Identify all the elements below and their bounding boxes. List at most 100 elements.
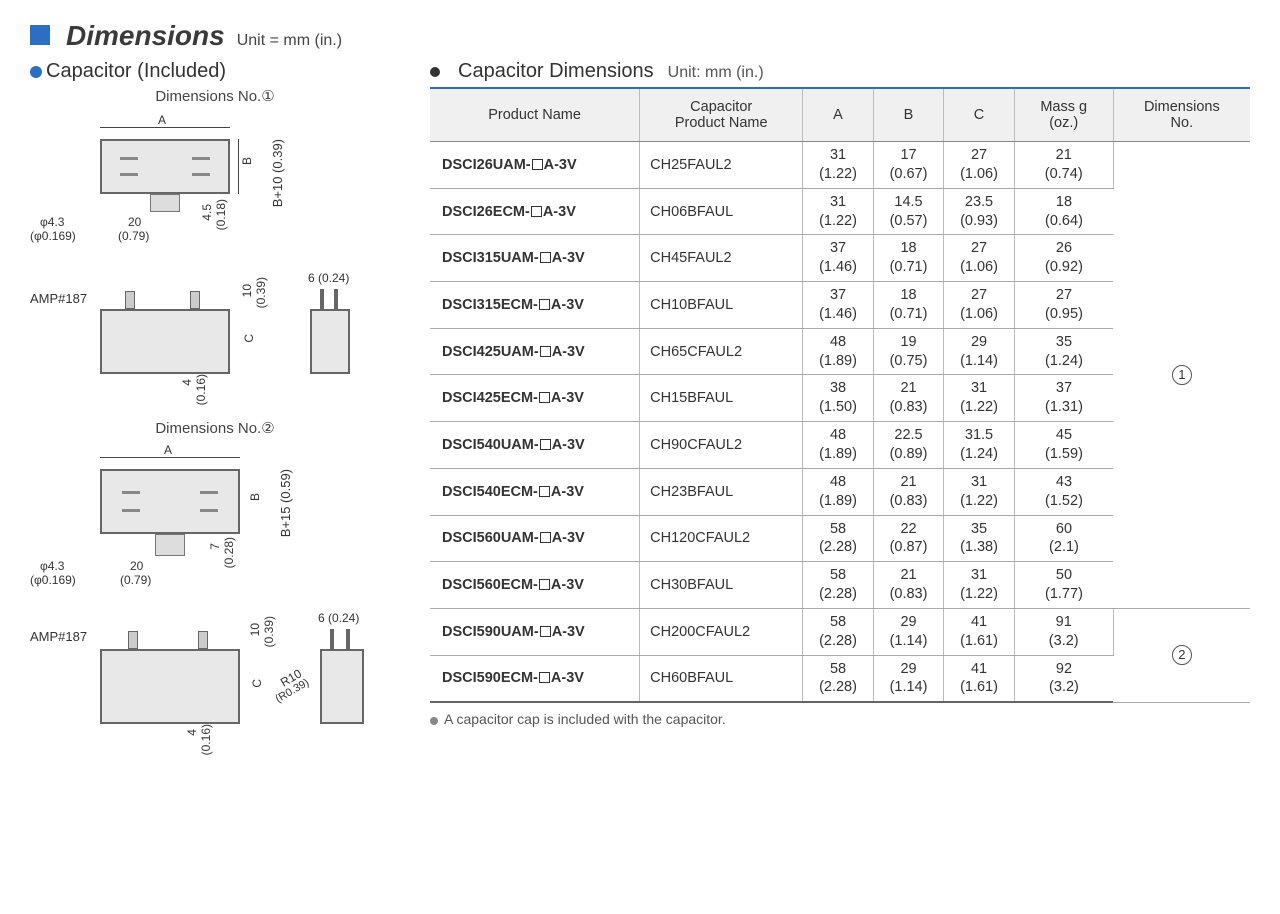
diagram-2-side: AMP#187 10 (0.39) 6 (0.24) C R10 (R0.39)… [30,611,400,751]
cell-product-name: DSCI560ECM-A-3V [430,562,640,609]
cell-value: 50(1.77) [1014,562,1113,609]
cell-product-name: DSCI26UAM-A-3V [430,142,640,189]
dim2-7-in: (0.28) [222,537,236,568]
dim2-a: A [164,443,172,457]
cell-product-name: DSCI560UAM-A-3V [430,515,640,562]
cell-value: 31(1.22) [944,375,1015,422]
dim-45: 4.5 [200,204,214,221]
col-mass: Mass g (oz.) [1014,88,1113,142]
dim-10: 10 [240,284,254,297]
cell-value: 29(1.14) [873,608,944,655]
cell-cap-name: CH200CFAUL2 [640,608,803,655]
cell-value: 48(1.89) [803,468,874,515]
unit-label: Unit = mm (in.) [237,32,342,50]
capacitor-body-top [100,139,230,194]
dim-20: 20 [128,215,141,229]
cell-value: 18(0.64) [1014,188,1113,235]
cell-value: 41(1.61) [944,608,1015,655]
col-b: B [873,88,944,142]
cell-value: 60(2.1) [1014,515,1113,562]
cell-value: 31(1.22) [944,468,1015,515]
diagram-2-top: A B B+15 (0.59) φ4.3 (φ0.169) 20 (0.79) … [30,441,400,591]
table-row: DSCI26UAM-A-3VCH25FAUL231(1.22)17(0.67)2… [430,142,1250,189]
table-unit: Unit: mm (in.) [668,64,764,82]
col-product-name: Product Name [430,88,640,142]
cell-value: 43(1.52) [1014,468,1113,515]
cell-value: 31.5(1.24) [944,422,1015,469]
cell-value: 58(2.28) [803,608,874,655]
col-cap-product-name: Capacitor Product Name [640,88,803,142]
col-c: C [944,88,1015,142]
cell-cap-name: CH06BFAUL [640,188,803,235]
dim-4: 4 [180,379,194,386]
cell-value: 27(1.06) [944,142,1015,189]
cap-side-1 [100,309,230,374]
cell-value: 31(1.22) [803,142,874,189]
cell-value: 48(1.89) [803,422,874,469]
dim2-10: 10 [248,623,262,636]
cell-value: 21(0.83) [873,562,944,609]
dim-b: B [240,157,254,165]
table-heading: Capacitor Dimensions Unit: mm (in.) [430,60,1250,83]
table-title: Capacitor Dimensions [458,60,654,83]
cell-product-name: DSCI315ECM-A-3V [430,282,640,329]
cell-product-name: DSCI425UAM-A-3V [430,328,640,375]
cell-cap-name: CH10BFAUL [640,282,803,329]
dim-20-in: (0.79) [118,229,149,243]
dim2-phi-in: (φ0.169) [30,573,76,587]
dim-a: A [158,113,166,127]
cap-side-2 [100,649,240,724]
cell-value: 26(0.92) [1014,235,1113,282]
cell-product-name: DSCI540ECM-A-3V [430,468,640,515]
cell-value: 58(2.28) [803,562,874,609]
cell-value: 38(1.50) [803,375,874,422]
cell-product-name: DSCI425ECM-A-3V [430,375,640,422]
diagrams-column: Capacitor (Included) Dimensions No.① A [30,60,400,771]
cell-cap-name: CH45FAUL2 [640,235,803,282]
cell-value: 91(3.2) [1014,608,1113,655]
cell-value: 23.5(0.93) [944,188,1015,235]
cap-end-1 [310,309,350,374]
dim2-b: B [248,493,262,501]
cell-value: 45(1.59) [1014,422,1113,469]
col-a: A [803,88,874,142]
table-bullet-icon [430,67,440,77]
cell-value: 37(1.46) [803,282,874,329]
dim-10-in: (0.39) [254,277,268,308]
cell-cap-name: CH60BFAUL [640,655,803,702]
cell-value: 92(3.2) [1014,655,1113,702]
content-container: Capacitor (Included) Dimensions No.① A [30,60,1250,771]
cell-dim-no: 1 [1113,142,1250,609]
diagram-1-side: AMP#187 10 (0.39) 6 (0.24) C 4 (0.16) [30,269,400,399]
cell-value: 18(0.71) [873,282,944,329]
cell-value: 27(1.06) [944,282,1015,329]
cell-value: 37(1.31) [1014,375,1113,422]
cell-value: 27(1.06) [944,235,1015,282]
footnote: A capacitor cap is included with the cap… [430,711,1250,727]
cell-cap-name: CH120CFAUL2 [640,515,803,562]
title-marker [30,25,50,45]
cell-product-name: DSCI315UAM-A-3V [430,235,640,282]
amp-label-1: AMP#187 [30,291,87,306]
cell-value: 31(1.22) [803,188,874,235]
col-dim-no: Dimensions No. [1113,88,1250,142]
dim2-4: 4 [185,729,199,736]
cap-end-2 [320,649,364,724]
dim2-phi: φ4.3 [40,559,64,573]
dim-no-1-label: Dimensions No.① [30,87,400,105]
cell-cap-name: CH30BFAUL [640,562,803,609]
capacitor-body-top-2 [100,469,240,534]
table-header-row: Product Name Capacitor Product Name A B … [430,88,1250,142]
diagram-1-side-view: AMP#187 10 (0.39) 6 (0.24) C 4 (0.16) [30,269,400,399]
dim2-10-in: (0.39) [262,616,276,647]
dim2-c: C [250,679,264,688]
dim2-20-in: (0.79) [120,573,151,587]
footnote-bullet-icon [430,717,438,725]
cell-value: 31(1.22) [944,562,1015,609]
cell-value: 29(1.14) [944,328,1015,375]
cell-cap-name: CH23BFAUL [640,468,803,515]
cell-value: 29(1.14) [873,655,944,702]
capacitor-dimensions-table: Product Name Capacitor Product Name A B … [430,87,1250,703]
dim-no-2-label: Dimensions No.② [30,419,400,437]
cell-value: 37(1.46) [803,235,874,282]
